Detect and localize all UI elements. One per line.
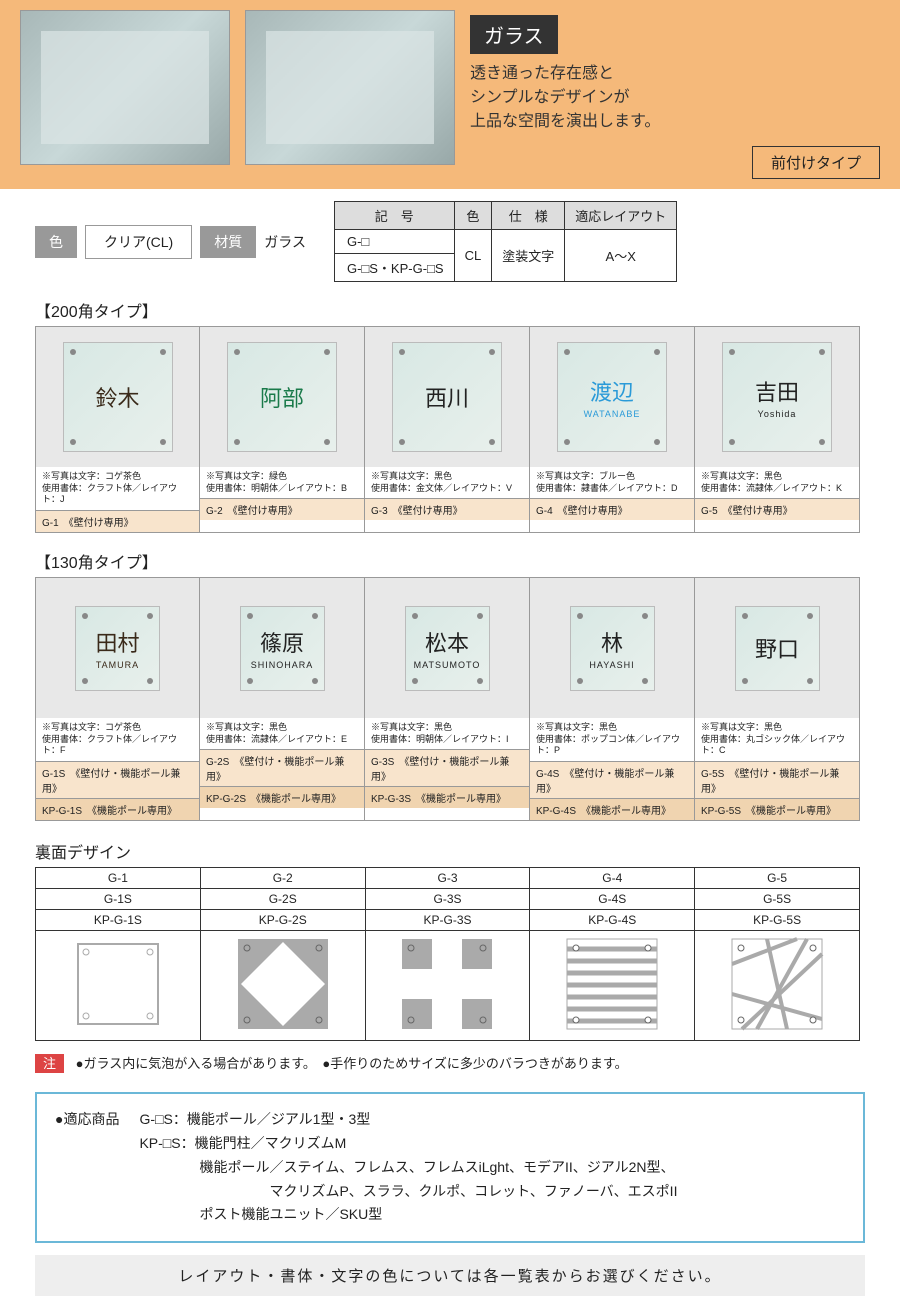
product-notes: ※写真は文字：黒色使用書体：流隷体／レイアウト：E xyxy=(200,718,364,749)
product-photo-1 xyxy=(20,10,230,165)
warning-text: ●ガラス内に気泡が入る場合があります。 ●手作りのためサイズに多少のバラつきがあ… xyxy=(76,1056,628,1071)
product-card: 篠原 SHINOHARA ※写真は文字：黒色使用書体：流隷体／レイアウト：E G… xyxy=(200,577,365,821)
product-notes: ※写真は文字：黒色使用書体：流隷体／レイアウト：K xyxy=(695,467,859,498)
section-200: 【200角タイプ】 xyxy=(0,294,900,326)
product-code-kp: KP-G-4S 《機能ポール専用》 xyxy=(530,798,694,820)
type-label: 前付けタイプ xyxy=(752,146,880,179)
footer-note: レイアウト・書体・文字の色については各一覧表からお選びください。 xyxy=(35,1255,865,1296)
product-card: 阿部 ※写真は文字：緑色使用書体：明朝体／レイアウト：B G-2 《壁付け専用》 xyxy=(200,326,365,533)
compatible-products: ●適応商品 G-□S：機能ポール／ジアル1型・3型 KP-□S：機能門柱／マクリ… xyxy=(35,1092,865,1243)
product-code-kp: KP-G-2S 《機能ポール専用》 xyxy=(200,786,364,808)
product-code: G-3 《壁付け専用》 xyxy=(365,498,529,520)
plate-preview: 野口 xyxy=(695,578,859,718)
plate-preview: 渡辺 WATANABE xyxy=(530,327,694,467)
product-notes: ※写真は文字：緑色使用書体：明朝体／レイアウト：B xyxy=(200,467,364,498)
back-design-table: G-1G-2G-3G-4G-5 G-1SG-2SG-3SG-4SG-5S KP-… xyxy=(35,867,860,1041)
product-card: 松本 MATSUMOTO ※写真は文字：黒色使用書体：明朝体／レイアウト：I G… xyxy=(365,577,530,821)
product-notes: ※写真は文字：黒色使用書体：ポップコン体／レイアウト：P xyxy=(530,718,694,761)
category-badge: ガラス xyxy=(470,15,558,54)
header-banner: ガラス 透き通った存在感と シンプルなデザインが 上品な空間を演出します。 前付… xyxy=(0,0,900,189)
plate-preview: 篠原 SHINOHARA xyxy=(200,578,364,718)
product-notes: ※写真は文字：コゲ茶色使用書体：クラフト体／レイアウト：F xyxy=(36,718,199,761)
product-code-kp: KP-G-5S 《機能ポール専用》 xyxy=(695,798,859,820)
plate-preview: 吉田 Yoshida xyxy=(695,327,859,467)
product-code: G-1 《壁付け専用》 xyxy=(36,510,199,532)
product-code: G-2S 《壁付け・機能ポール兼用》 xyxy=(200,749,364,786)
color-value: クリア(CL) xyxy=(85,225,192,259)
warning-badge: 注 xyxy=(35,1054,64,1073)
product-code: G-3S 《壁付け・機能ポール兼用》 xyxy=(365,749,529,786)
spec-table: 記 号色仕 様適応レイアウト G-□CL塗装文字A～X G-□S・KP-G-□S xyxy=(334,201,677,282)
color-label: 色 xyxy=(35,226,77,258)
material-value: ガラス xyxy=(264,232,306,252)
plate-preview: 田村 TAMURA xyxy=(36,578,199,718)
product-card: 鈴木 ※写真は文字：コゲ茶色使用書体：クラフト体／レイアウト：J G-1 《壁付… xyxy=(35,326,200,533)
product-notes: ※写真は文字：黒色使用書体：金文体／レイアウト：V xyxy=(365,467,529,498)
product-card: 西川 ※写真は文字：黒色使用書体：金文体／レイアウト：V G-3 《壁付け専用》 xyxy=(365,326,530,533)
warning-row: 注 ●ガラス内に気泡が入る場合があります。 ●手作りのためサイズに多少のバラつき… xyxy=(0,1041,900,1084)
product-card: 吉田 Yoshida ※写真は文字：黒色使用書体：流隷体／レイアウト：K G-5… xyxy=(695,326,860,533)
section-130: 【130角タイプ】 xyxy=(0,545,900,577)
meta-row: 色 クリア(CL) 材質 ガラス 記 号色仕 様適応レイアウト G-□CL塗装文… xyxy=(0,189,900,294)
product-code-kp: KP-G-3S 《機能ポール専用》 xyxy=(365,786,529,808)
description: 透き通った存在感と シンプルなデザインが 上品な空間を演出します。 xyxy=(470,62,880,134)
plate-preview: 鈴木 xyxy=(36,327,199,467)
product-grid-130: 田村 TAMURA ※写真は文字：コゲ茶色使用書体：クラフト体／レイアウト：F … xyxy=(0,577,900,833)
product-code-kp: KP-G-1S 《機能ポール専用》 xyxy=(36,798,199,820)
plate-preview: 阿部 xyxy=(200,327,364,467)
product-notes: ※写真は文字：黒色使用書体：明朝体／レイアウト：I xyxy=(365,718,529,749)
product-notes: ※写真は文字：ブルー色使用書体：隷書体／レイアウト：D xyxy=(530,467,694,498)
product-card: 渡辺 WATANABE ※写真は文字：ブルー色使用書体：隷書体／レイアウト：D … xyxy=(530,326,695,533)
product-notes: ※写真は文字：コゲ茶色使用書体：クラフト体／レイアウト：J xyxy=(36,467,199,510)
product-code: G-4S 《壁付け・機能ポール兼用》 xyxy=(530,761,694,798)
product-grid-200: 鈴木 ※写真は文字：コゲ茶色使用書体：クラフト体／レイアウト：J G-1 《壁付… xyxy=(0,326,900,545)
plate-preview: 西川 xyxy=(365,327,529,467)
product-code: G-5 《壁付け専用》 xyxy=(695,498,859,520)
product-photo-2 xyxy=(245,10,455,165)
plate-preview: 林 HAYASHI xyxy=(530,578,694,718)
product-code: G-5S 《壁付け・機能ポール兼用》 xyxy=(695,761,859,798)
product-card: 田村 TAMURA ※写真は文字：コゲ茶色使用書体：クラフト体／レイアウト：F … xyxy=(35,577,200,821)
product-notes: ※写真は文字：黒色使用書体：丸ゴシック体／レイアウト：C xyxy=(695,718,859,761)
product-code: G-1S 《壁付け・機能ポール兼用》 xyxy=(36,761,199,798)
back-design-title: 裏面デザイン xyxy=(0,833,900,867)
product-card: 林 HAYASHI ※写真は文字：黒色使用書体：ポップコン体／レイアウト：P G… xyxy=(530,577,695,821)
product-code: G-4 《壁付け専用》 xyxy=(530,498,694,520)
material-label: 材質 xyxy=(200,226,256,258)
product-code: G-2 《壁付け専用》 xyxy=(200,498,364,520)
product-card: 野口 ※写真は文字：黒色使用書体：丸ゴシック体／レイアウト：C G-5S 《壁付… xyxy=(695,577,860,821)
plate-preview: 松本 MATSUMOTO xyxy=(365,578,529,718)
